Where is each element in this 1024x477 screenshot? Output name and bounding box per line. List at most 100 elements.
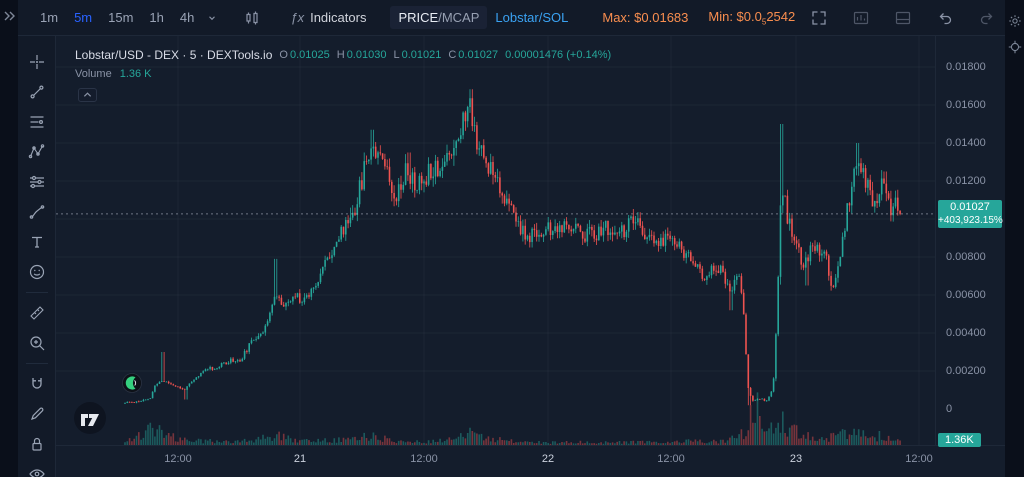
toolbar-right-group (805, 6, 1024, 30)
collapse-legend-button[interactable] (78, 88, 97, 102)
sliders-icon (28, 173, 46, 191)
chart-legend: Lobstar/USD - DEX · 5 · DEXTools.io O 0.0… (75, 48, 611, 102)
timeframe-menu-button[interactable] (202, 10, 222, 26)
tool-fib-retracement[interactable] (21, 107, 53, 137)
symbol-row: Lobstar/USD - DEX · 5 · DEXTools.io O 0.0… (75, 48, 611, 62)
candlestick-icon (243, 9, 261, 27)
fullscreen-button[interactable] (805, 6, 833, 30)
fullscreen-icon (810, 9, 828, 27)
drawing-toolbar (18, 36, 56, 477)
chart-toolbar: 1m 5m 15m 1h 4h ƒx Indicators PRICE/MCAP Lob… (18, 0, 1005, 36)
magnet-icon (28, 375, 46, 393)
tool-cross-cursor[interactable] (21, 47, 53, 77)
double-chevron-right-icon (2, 8, 17, 24)
price-tick: 0.01200 (946, 175, 986, 187)
timeframe-1h[interactable]: 1h (149, 10, 164, 25)
right-icon-strip (1005, 0, 1024, 477)
tool-measure[interactable] (21, 298, 53, 328)
close-label: C (448, 49, 457, 61)
price-tick: 0.00200 (946, 365, 986, 377)
bar-panel-icon (852, 9, 870, 27)
time-tick: 12:00 (905, 453, 933, 465)
price-tick: 0.00600 (946, 289, 986, 301)
brush-icon (28, 203, 46, 221)
price-axis[interactable]: 0.01027 +403,923.15% 1.36K 0.01800 0.0160… (935, 36, 1005, 447)
candlestick-canvas[interactable] (56, 36, 935, 445)
emoji-icon (28, 263, 46, 281)
tool-prediction[interactable] (21, 167, 53, 197)
time-tick: 12:00 (164, 453, 192, 465)
trend-line-icon (28, 83, 46, 101)
chart-pane[interactable]: Lobstar/USD - DEX · 5 · DEXTools.io O 0.0… (56, 36, 935, 445)
last-price-change: +403,923.15% (938, 214, 1003, 226)
time-tick: 22 (541, 453, 555, 465)
candle-style-button[interactable] (238, 6, 266, 30)
tool-zoom-in[interactable] (21, 328, 53, 358)
time-tick: 23 (789, 453, 803, 465)
indicators-label: Indicators (310, 10, 367, 25)
mcap-mode-label: /MCAP (438, 10, 480, 25)
redo-arrow-icon (978, 9, 996, 27)
undo-arrow-icon (936, 9, 954, 27)
tradingview-logo[interactable] (73, 401, 107, 435)
text-tool-icon (28, 233, 46, 251)
sidebar-collapsed-strip (0, 0, 18, 477)
xabcd-pattern-icon (28, 143, 46, 161)
timeframe-4h[interactable]: 4h (179, 10, 195, 25)
chart-panel-button[interactable] (847, 6, 875, 30)
ruler-icon (28, 304, 46, 322)
target-button[interactable] (1006, 38, 1023, 55)
time-axis[interactable]: 12:00 21 12:00 22 12:00 23 12:00 (56, 445, 1005, 477)
crosshair-icon (28, 53, 46, 71)
redo-button[interactable] (973, 6, 1001, 30)
high-value: 0.01030 (346, 49, 387, 61)
tool-xabcd-pattern[interactable] (21, 137, 53, 167)
chevron-down-icon (207, 13, 217, 23)
tool-text[interactable] (21, 227, 53, 257)
tool-brush[interactable] (21, 197, 53, 227)
price-mcap-toggle[interactable]: PRICE/MCAP (390, 6, 488, 29)
fx-icon: ƒx (290, 10, 305, 25)
low-value: 0.01021 (401, 49, 442, 61)
price-tick: 0.00800 (946, 251, 986, 263)
timeframe-15m[interactable]: 15m (108, 10, 134, 25)
target-icon (1007, 39, 1023, 55)
tool-hide-drawings[interactable] (21, 459, 53, 477)
pair-toggle-button[interactable]: Lobstar/SOL (487, 6, 576, 29)
toolbar-divider (25, 363, 48, 364)
volume-badge: 1.36K (938, 433, 981, 447)
price-tick: 0.01600 (946, 99, 986, 111)
tool-emoji[interactable] (21, 257, 53, 287)
undo-button[interactable] (931, 6, 959, 30)
expand-sidebar-button[interactable] (2, 8, 17, 24)
toolbar-divider (25, 292, 48, 293)
eye-icon (28, 465, 46, 477)
tool-lock-drawings[interactable] (21, 429, 53, 459)
price-tick: 0.01400 (946, 137, 986, 149)
indicators-button[interactable]: ƒx Indicators (282, 6, 374, 29)
open-label: O (279, 49, 288, 61)
magnifier-plus-icon (28, 334, 46, 352)
tool-draw-pencil[interactable] (21, 399, 53, 429)
low-label: L (393, 49, 400, 61)
last-price-value: 0.01027 (950, 200, 990, 213)
chevron-up-icon (83, 91, 92, 99)
max-price-label: Max: $0.01683 (602, 10, 689, 25)
trading-panel-button[interactable] (889, 6, 917, 30)
timeframe-1m[interactable]: 1m (40, 10, 59, 25)
settings-button[interactable] (1006, 12, 1023, 29)
tool-magnet[interactable] (21, 369, 53, 399)
tool-trend-line[interactable] (21, 77, 53, 107)
time-tick: 12:00 (657, 453, 685, 465)
token-logo (122, 373, 142, 393)
time-tick: 12:00 (410, 453, 438, 465)
gear-icon (1007, 13, 1023, 29)
price-tick: 0.01800 (946, 61, 986, 73)
split-panel-icon (894, 9, 912, 27)
timeframe-5m[interactable]: 5m (74, 10, 93, 25)
min-price-label: Min: $0.052542 (708, 8, 796, 27)
volume-value: 1.36 K (119, 68, 152, 80)
time-tick: 21 (293, 453, 307, 465)
change-value: 0.00001476 (+0.14%) (505, 49, 612, 61)
